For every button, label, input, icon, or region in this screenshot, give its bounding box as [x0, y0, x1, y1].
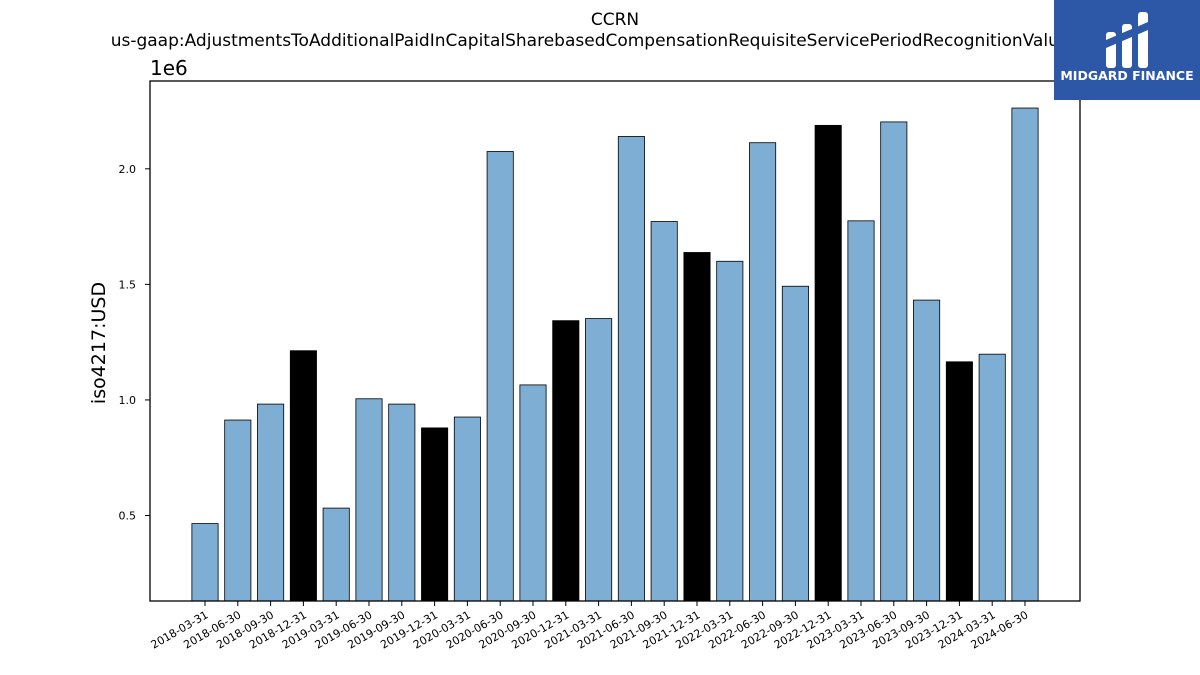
bar-2018-12-31	[289, 350, 317, 602]
bar-2021-06-30	[617, 136, 645, 602]
bar-2020-09-30	[519, 384, 547, 602]
bar-2023-12-31	[945, 361, 973, 602]
bar-2019-06-30	[355, 398, 383, 602]
bars-group	[191, 107, 1039, 602]
plot-frame	[149, 80, 1081, 602]
y-axis-label: iso4217:USD	[88, 282, 110, 404]
bar-2022-12-31	[814, 124, 842, 602]
bar-2019-12-31	[421, 427, 449, 602]
bar-2018-03-31	[191, 523, 219, 602]
midgard-logo-icon	[1106, 12, 1148, 68]
y-ticks-group: 0.5 1.0 1.5 2.0	[119, 163, 150, 522]
y-tick-label: 2.0	[119, 163, 137, 176]
bar-2022-03-31	[716, 260, 744, 602]
bar-2023-03-31	[847, 220, 875, 602]
bar-2023-09-30	[913, 299, 941, 602]
y-tick-label: 1.0	[119, 394, 137, 407]
bar-2020-12-31	[552, 320, 580, 602]
logo-text: MIDGARD FINANCE	[1060, 68, 1194, 83]
x-ticks-group: 2018-03-312018-06-302018-09-302018-12-31…	[149, 601, 1031, 652]
bar-2024-06-30	[1011, 107, 1039, 602]
bar-2022-09-30	[781, 285, 809, 602]
bar-2023-06-30	[880, 121, 908, 602]
y-tick-label: 0.5	[119, 509, 137, 522]
bar-2021-12-31	[683, 252, 711, 602]
bar-2018-06-30	[224, 419, 252, 602]
bar-2021-09-30	[650, 221, 678, 602]
chart-subtitle: us-gaap:AdjustmentsToAdditionalPaidInCap…	[111, 31, 1070, 51]
bar-2021-03-31	[585, 318, 613, 602]
bar-2020-03-31	[453, 416, 481, 602]
bar-2018-09-30	[257, 403, 285, 602]
y-tick-label: 1.5	[119, 278, 137, 291]
midgard-finance-logo: MIDGARD FINANCE	[1054, 0, 1200, 100]
bar-2020-06-30	[486, 151, 514, 602]
bar-2024-03-31	[978, 353, 1006, 602]
y-offset-label: 1e6	[150, 56, 188, 80]
bar-2019-09-30	[388, 403, 416, 602]
bar-2022-06-30	[749, 142, 777, 602]
bar-2019-03-31	[322, 507, 350, 602]
chart-title: CCRN	[591, 10, 639, 30]
